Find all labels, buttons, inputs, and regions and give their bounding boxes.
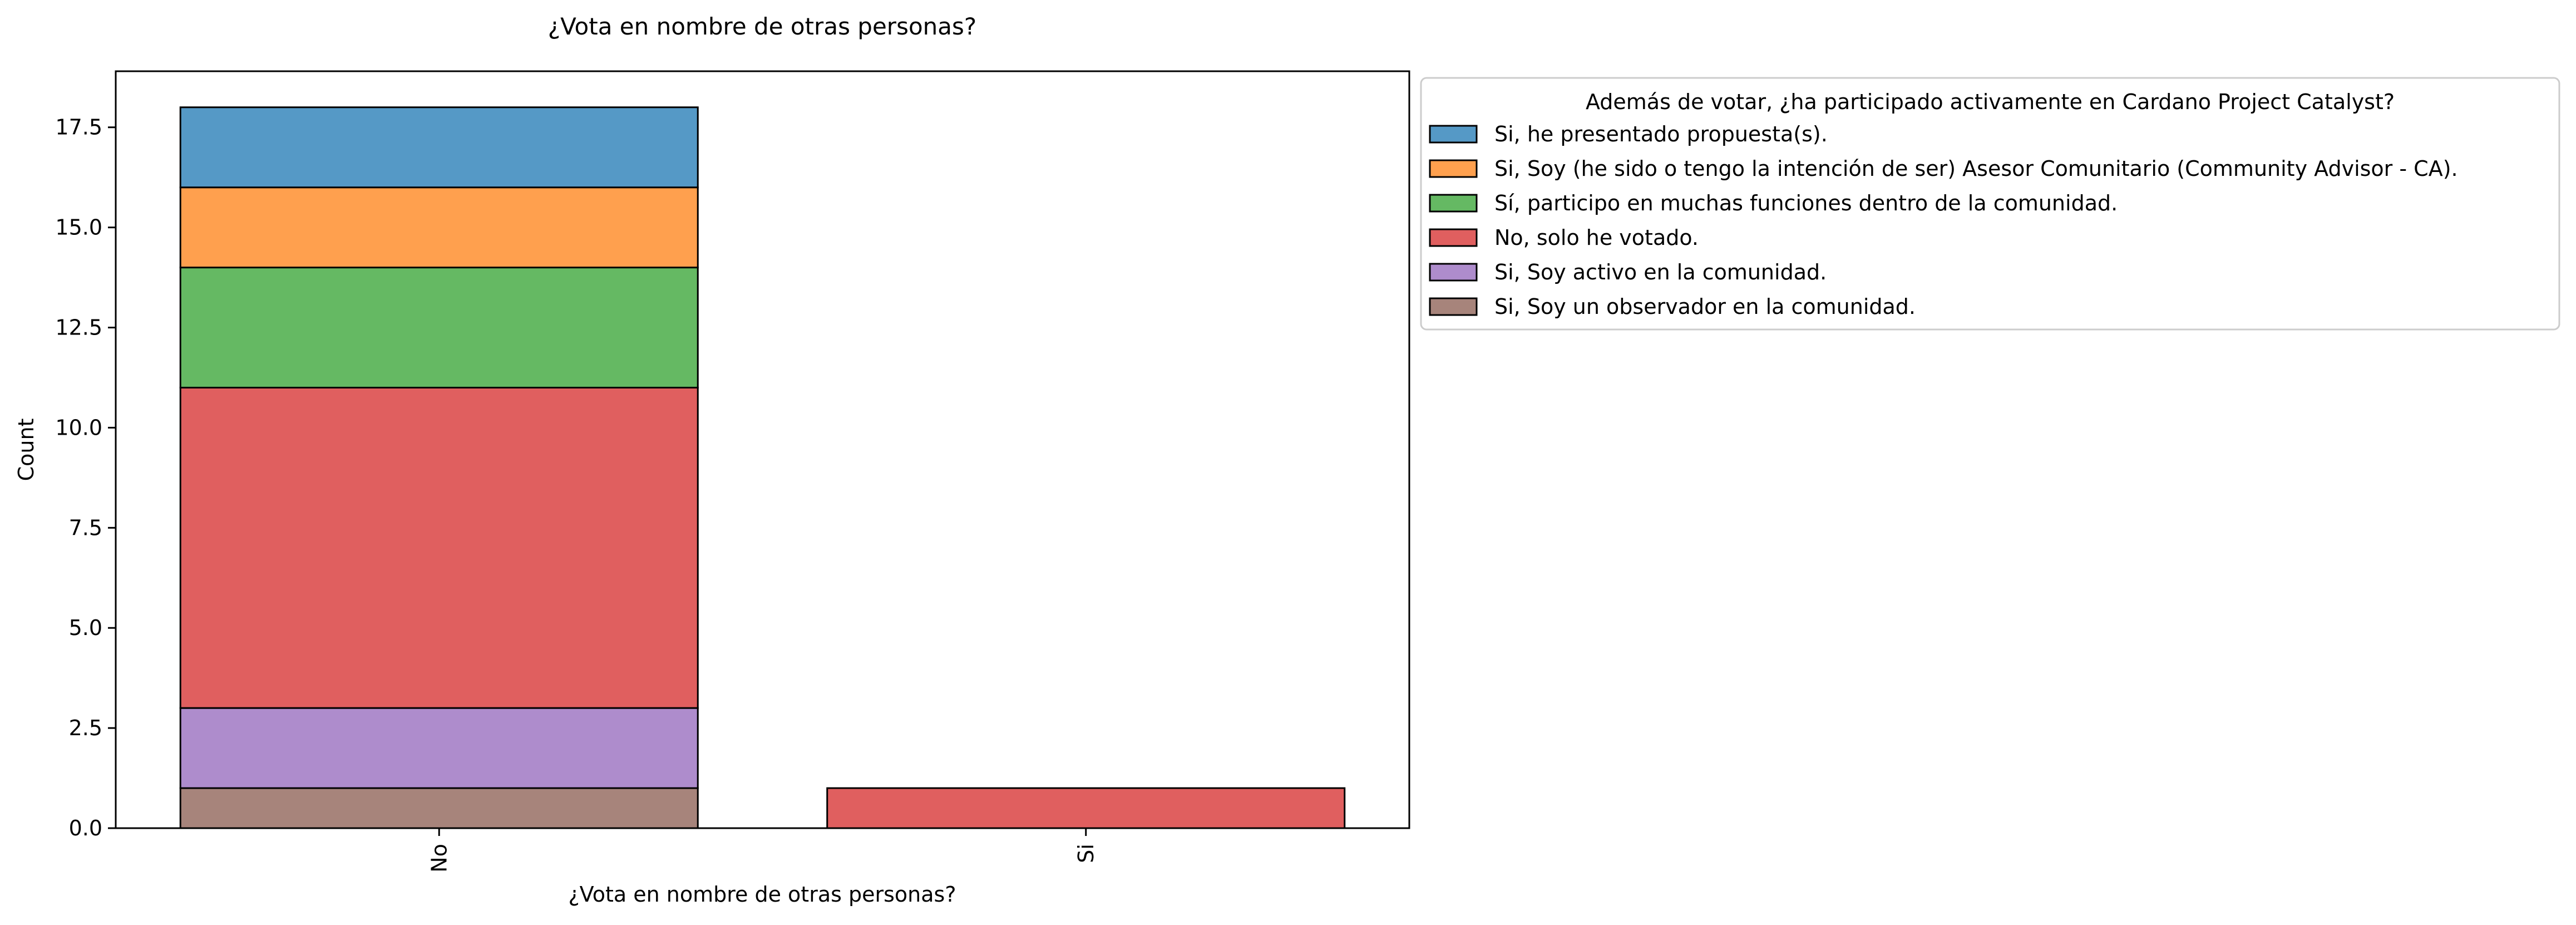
y-tick-label: 10.0 <box>55 415 102 440</box>
y-tick-label: 15.0 <box>55 215 102 240</box>
legend-label: Si, Soy un observador en la comunidad. <box>1494 294 1916 319</box>
bar-segment-no-2 <box>179 386 699 709</box>
legend-swatch <box>1429 297 1478 316</box>
chart-title: ¿Vota en nombre de otras personas? <box>548 13 976 40</box>
legend: Además de votar, ¿ha participado activam… <box>1420 77 2560 331</box>
plot-frame <box>115 70 1410 829</box>
x-tick-label: No <box>427 844 451 873</box>
y-axis-label: Count <box>14 419 38 481</box>
y-tick-label: 17.5 <box>55 115 102 140</box>
legend-label: Si, Soy (he sido o tengo la intención de… <box>1494 156 2458 181</box>
bars-group <box>179 106 1346 829</box>
x-tick-label: Si <box>1074 844 1098 863</box>
bar-segment-no-3 <box>179 267 699 388</box>
legend-swatch <box>1429 194 1478 213</box>
legend-label: No, solo he votado. <box>1494 225 1699 250</box>
bar-segment-si-2 <box>826 787 1346 829</box>
bar-segment-no-4 <box>179 186 699 269</box>
legend-swatch <box>1429 159 1478 178</box>
y-tick-label: 12.5 <box>55 316 102 340</box>
legend-title: Además de votar, ¿ha participado activam… <box>1586 90 2395 114</box>
legend-frame <box>1420 77 2560 331</box>
legend-label: Si, Soy activo en la comunidad. <box>1494 260 1827 284</box>
legend-swatch <box>1429 263 1478 282</box>
bar-segment-no-1 <box>179 707 699 789</box>
x-axis: No Si <box>427 828 1098 873</box>
y-tick-label: 7.5 <box>69 515 102 540</box>
legend-label: Sí, participo en muchas funciones dentro… <box>1494 191 2118 215</box>
legend-label: Si, he presentado propuesta(s). <box>1494 122 1828 146</box>
y-tick-label: 0.0 <box>69 816 102 840</box>
bar-segment-no-0 <box>179 787 699 829</box>
y-tick-label: 2.5 <box>69 716 102 740</box>
bar-segment-no-5 <box>179 106 699 189</box>
legend-swatch <box>1429 228 1478 247</box>
y-tick-label: 5.0 <box>69 616 102 640</box>
legend-swatch <box>1429 125 1478 144</box>
x-axis-label: ¿Vota en nombre de otras personas? <box>568 882 956 907</box>
y-axis: 0.0 2.5 5.0 7.5 10.0 12.5 15.0 17.5 <box>55 115 116 840</box>
